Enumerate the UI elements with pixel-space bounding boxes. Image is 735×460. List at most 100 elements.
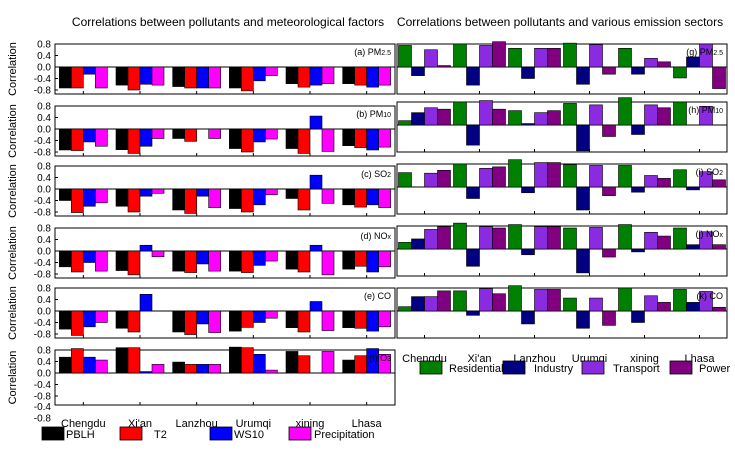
bar-lanzhou-industry xyxy=(521,248,535,256)
panel-label: (f) O3 xyxy=(369,353,391,363)
bar-xian-precipitation xyxy=(151,188,165,194)
bar-urumqi-precipitation xyxy=(265,66,278,76)
category-label: Xi'an xyxy=(467,353,491,365)
bar-xining-power xyxy=(657,302,671,312)
y-tick-label: -0.8 xyxy=(34,148,52,159)
panel-frame xyxy=(54,349,396,406)
bar-lhasa-transport xyxy=(699,291,713,312)
panel-label-sub: 10 xyxy=(715,108,723,115)
bar-lhasa-t2 xyxy=(354,128,367,148)
bar-lanzhou-industry xyxy=(521,123,535,126)
panel-frame xyxy=(396,43,728,95)
bar-lanzhou-pblh xyxy=(172,66,185,87)
bar-chengdu-ws10 xyxy=(83,66,96,75)
bar-xian-ws10 xyxy=(139,66,153,85)
bar-lhasa-pblh xyxy=(342,359,355,374)
bar-lanzhou-t2 xyxy=(184,188,197,214)
bar-lanzhou-residential xyxy=(508,48,522,68)
legend-swatch xyxy=(669,360,693,375)
bar-xian-residential xyxy=(453,163,467,188)
y-tick-label: 0.0 xyxy=(37,185,51,196)
bar-urumqi-ws10 xyxy=(253,354,266,374)
bar-xining-residential xyxy=(618,224,632,250)
bar-chengdu-residential xyxy=(398,45,412,68)
bar-xining-t2 xyxy=(297,355,311,374)
bar-lanzhou-power xyxy=(547,110,561,126)
bar-lhasa-ws10 xyxy=(366,310,379,332)
bar-urumqi-transport xyxy=(589,104,603,126)
bar-lanzhou-t2 xyxy=(184,364,197,374)
bar-chengdu-transport xyxy=(424,49,438,68)
legend-label: Power xyxy=(699,363,731,375)
category-label: xining xyxy=(630,353,659,365)
bar-xining-transport xyxy=(644,175,658,188)
bar-xining-transport xyxy=(644,295,658,312)
bar-xining-pblh xyxy=(285,351,299,374)
bar-xian-pblh xyxy=(115,188,129,207)
bar-urumqi-ws10 xyxy=(253,250,266,266)
panel-frame xyxy=(54,227,396,279)
category-label: Urumqi xyxy=(236,418,271,430)
bar-xining-industry xyxy=(631,66,645,75)
bar-xining-industry xyxy=(631,186,645,193)
panel-frame xyxy=(54,165,396,217)
bar-chengdu-pblh xyxy=(59,310,72,330)
bar-urumqi-ws10 xyxy=(253,66,266,82)
panel-label-sub: x xyxy=(720,232,724,239)
y-tick-label: 0.4 xyxy=(37,235,51,246)
bar-lanzhou-pblh xyxy=(172,128,185,139)
panel-label-main: (j) NO xyxy=(696,229,720,239)
bar-xining-ws10 xyxy=(309,244,323,252)
bar-urumqi-pblh xyxy=(229,188,242,209)
legend-swatch xyxy=(41,426,65,441)
bar-xining-residential xyxy=(618,287,632,312)
y-tick-label: 0.4 xyxy=(37,51,51,62)
bar-xining-pblh xyxy=(285,128,299,149)
bar-xining-power xyxy=(657,61,671,68)
bar-lanzhou-precipitation xyxy=(208,188,221,208)
panel-frame xyxy=(396,225,728,277)
y-tick-label: -0.8 xyxy=(34,330,52,341)
bar-chengdu-ws10 xyxy=(83,250,96,263)
bar-urumqi-transport xyxy=(589,165,603,188)
bar-lanzhou-residential xyxy=(508,159,522,188)
panel-label-sub: 2 xyxy=(387,172,391,179)
bar-urumqi-t2 xyxy=(241,250,254,273)
panel-label: (i) SO2 xyxy=(696,167,724,177)
bar-chengdu-industry xyxy=(411,238,425,250)
y-tick-label: -0.8 xyxy=(34,208,52,219)
bar-chengdu-ws10 xyxy=(83,128,96,143)
y-axis-label: Correlation xyxy=(7,351,19,405)
bar-lanzhou-power xyxy=(547,289,561,312)
bar-chengdu-pblh xyxy=(59,356,72,374)
bar-lhasa-precipitation xyxy=(378,128,391,148)
bar-urumqi-t2 xyxy=(241,310,254,328)
bar-xining-precipitation xyxy=(321,310,335,331)
bar-xining-precipitation xyxy=(321,188,335,204)
bar-xian-industry xyxy=(466,248,480,267)
bar-xining-t2 xyxy=(297,310,311,333)
bar-lhasa-ws10 xyxy=(366,66,379,88)
bar-lanzhou-ws10 xyxy=(196,250,209,265)
y-tick-label: 0.0 xyxy=(37,125,51,136)
bar-chengdu-residential xyxy=(398,172,412,188)
category-label: Lhasa xyxy=(352,418,383,430)
bar-xining-pblh xyxy=(285,66,299,84)
bar-urumqi-ws10 xyxy=(253,188,266,206)
bar-lhasa-power xyxy=(712,179,726,188)
bar-urumqi-pblh xyxy=(229,128,242,149)
bar-lhasa-industry xyxy=(686,186,700,191)
bar-xian-ws10 xyxy=(139,294,153,312)
bar-xian-precipitation xyxy=(151,66,165,86)
legend-label: Precipitation xyxy=(314,429,375,441)
bar-xian-t2 xyxy=(127,310,141,333)
panel-label: (e) CO xyxy=(364,291,391,301)
legend-label: PBLH xyxy=(66,429,95,441)
bar-xian-precipitation xyxy=(151,250,165,258)
panel-label-sub: x xyxy=(388,234,392,241)
bar-xian-ws10 xyxy=(139,371,153,374)
y-tick-label: 0.8 xyxy=(37,224,51,235)
bar-lhasa-t2 xyxy=(354,188,367,208)
